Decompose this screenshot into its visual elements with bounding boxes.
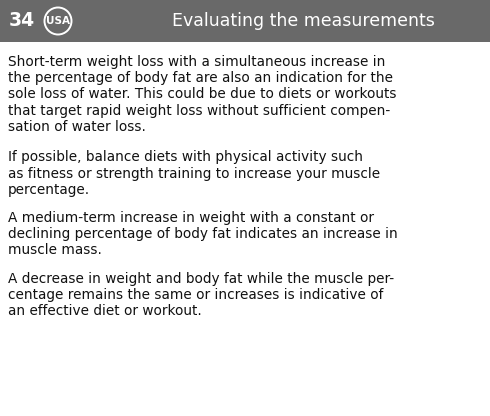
Text: Short-term weight loss with a simultaneous increase in
the percentage of body fa: Short-term weight loss with a simultaneo… [8, 55, 396, 134]
Text: USA: USA [46, 16, 70, 26]
Bar [0, 0, 490, 42]
Text: Evaluating the measurements: Evaluating the measurements [172, 12, 435, 30]
Text: A decrease in weight and body fat while the muscle per-
centage remains the same: A decrease in weight and body fat while … [8, 272, 394, 318]
Text: A medium-term increase in weight with a constant or
declining percentage of body: A medium-term increase in weight with a … [8, 211, 398, 258]
Text: If possible, balance diets with physical activity such
as fitness or strength tr: If possible, balance diets with physical… [8, 151, 380, 197]
Text: 34: 34 [9, 12, 35, 30]
